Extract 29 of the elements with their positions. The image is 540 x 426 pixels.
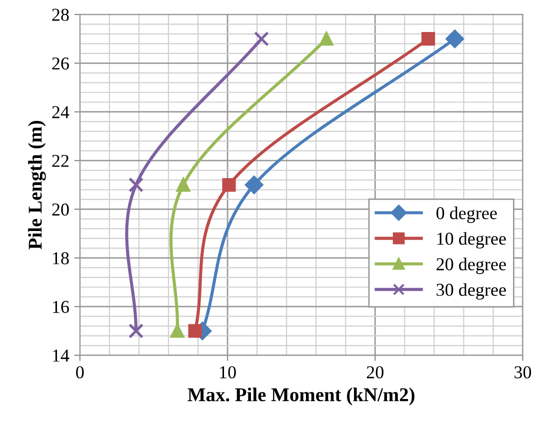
point — [320, 32, 334, 46]
point — [188, 324, 202, 338]
point — [222, 178, 236, 192]
y-tick-label: 22 — [52, 154, 69, 167]
x-axis-title: Max. Pile Moment (kN/m2) — [188, 388, 414, 406]
y-tick-label: 14 — [53, 350, 70, 362]
y-tick-label: 28 — [52, 8, 69, 21]
point — [176, 178, 190, 192]
legend-label: 10 degree — [437, 232, 506, 249]
point — [170, 324, 184, 338]
point — [446, 30, 464, 48]
point — [421, 32, 436, 46]
legend-label: 30 degree — [436, 283, 506, 300]
x-tick-label: 30 — [514, 366, 532, 378]
x-tick-label: 10 — [220, 366, 236, 378]
x-tick-label: 0 — [76, 366, 84, 378]
point — [128, 177, 144, 192]
point — [128, 323, 144, 338]
legend-label: 0 degree — [436, 206, 497, 223]
y-tick-label: 24 — [52, 106, 70, 118]
point — [254, 31, 269, 46]
y-tick-label: 18 — [53, 252, 69, 264]
x-tick-label: 20 — [366, 366, 384, 378]
point — [244, 176, 264, 194]
y-axis-title: Pile Length (m) — [28, 120, 46, 250]
y-tick-label: 26 — [52, 57, 69, 70]
y-tick-label: 16 — [53, 300, 69, 314]
legend-label: 20 degree — [436, 258, 506, 274]
y-tick-label: 20 — [52, 203, 69, 216]
